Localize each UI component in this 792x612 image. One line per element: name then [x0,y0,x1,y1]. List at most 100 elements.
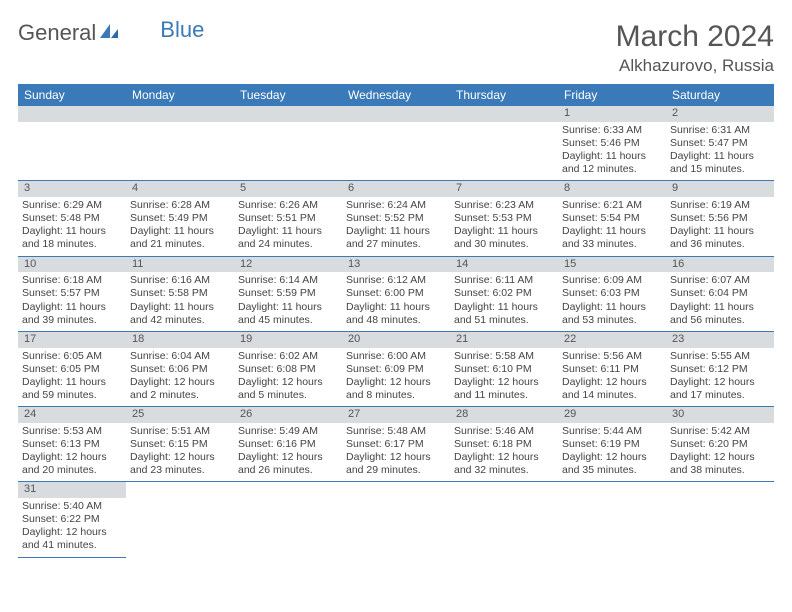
day-number: 10 [18,257,126,273]
day-details: Sunrise: 6:04 AMSunset: 6:06 PMDaylight:… [130,350,230,403]
daylight-text-2: and 32 minutes. [454,464,554,477]
day-details: Sunrise: 6:05 AMSunset: 6:05 PMDaylight:… [22,350,122,403]
calendar-week-row: 17Sunrise: 6:05 AMSunset: 6:05 PMDayligh… [18,331,774,406]
sunset-text: Sunset: 6:11 PM [562,363,662,376]
daylight-text-1: Daylight: 12 hours [562,376,662,389]
calendar-empty-cell [450,482,558,557]
day-details: Sunrise: 5:53 AMSunset: 6:13 PMDaylight:… [22,425,122,478]
calendar-week-row: 24Sunrise: 5:53 AMSunset: 6:13 PMDayligh… [18,407,774,482]
sunset-text: Sunset: 6:17 PM [346,438,446,451]
sunset-text: Sunset: 6:03 PM [562,287,662,300]
day-details: Sunrise: 6:24 AMSunset: 5:52 PMDaylight:… [346,199,446,252]
day-number: 26 [234,407,342,423]
sunset-text: Sunset: 6:12 PM [670,363,770,376]
calendar-empty-cell [666,482,774,557]
calendar-day-cell: 11Sunrise: 6:16 AMSunset: 5:58 PMDayligh… [126,256,234,331]
daylight-text-1: Daylight: 12 hours [454,376,554,389]
daylight-text-1: Daylight: 11 hours [562,225,662,238]
calendar-week-row: 10Sunrise: 6:18 AMSunset: 5:57 PMDayligh… [18,256,774,331]
day-number: 27 [342,407,450,423]
sunrise-text: Sunrise: 6:28 AM [130,199,230,212]
daylight-text-1: Daylight: 12 hours [454,451,554,464]
day-details: Sunrise: 6:09 AMSunset: 6:03 PMDaylight:… [562,274,662,327]
calendar-day-cell: 13Sunrise: 6:12 AMSunset: 6:00 PMDayligh… [342,256,450,331]
sunset-text: Sunset: 6:04 PM [670,287,770,300]
day-number: 31 [18,482,126,498]
sunrise-text: Sunrise: 5:55 AM [670,350,770,363]
calendar-day-cell: 19Sunrise: 6:02 AMSunset: 6:08 PMDayligh… [234,331,342,406]
calendar-table: SundayMondayTuesdayWednesdayThursdayFrid… [18,84,774,558]
daylight-text-2: and 11 minutes. [454,389,554,402]
day-number: 14 [450,257,558,273]
day-number: 21 [450,332,558,348]
daylight-text-1: Daylight: 11 hours [238,301,338,314]
day-number: 1 [558,106,666,122]
daylight-text-1: Daylight: 11 hours [670,150,770,163]
day-number: 6 [342,181,450,197]
daylight-text-2: and 38 minutes. [670,464,770,477]
day-number: 11 [126,257,234,273]
daylight-text-2: and 30 minutes. [454,238,554,251]
sunset-text: Sunset: 6:20 PM [670,438,770,451]
calendar-day-cell: 18 Sunrise: 6:04 AMSunset: 6:06 PMDayligh… [126,331,234,406]
day-details: Sunrise: 5:58 AMSunset: 6:10 PMDaylight:… [454,350,554,403]
daylight-text-1: Daylight: 11 hours [670,301,770,314]
calendar-empty-cell [234,482,342,557]
sunrise-text: Sunrise: 6:07 AM [670,274,770,287]
sunrise-text: Sunrise: 6:12 AM [346,274,446,287]
calendar-day-cell: 25Sunrise: 5:51 AMSunset: 6:15 PMDayligh… [126,407,234,482]
day-details: Sunrise: 6:14 AMSunset: 5:59 PMDaylight:… [238,274,338,327]
sunrise-text: Sunrise: 6:04 AM [130,350,230,363]
daylight-text-1: Daylight: 11 hours [22,376,122,389]
calendar-day-cell: 21 Sunrise: 5:58 AMSunset: 6:10 PMDayligh… [450,331,558,406]
sunset-text: Sunset: 6:05 PM [22,363,122,376]
daylight-text-2: and 42 minutes. [130,314,230,327]
calendar-empty-cell [234,106,342,181]
daylight-text-1: Daylight: 12 hours [346,451,446,464]
daylight-text-2: and 53 minutes. [562,314,662,327]
calendar-empty-cell [450,106,558,181]
sunrise-text: Sunrise: 6:02 AM [238,350,338,363]
sunset-text: Sunset: 6:13 PM [22,438,122,451]
calendar-empty-cell [126,482,234,557]
sunset-text: Sunset: 6:06 PM [130,363,230,376]
sunrise-text: Sunrise: 6:09 AM [562,274,662,287]
logo-sail-icon [98,20,120,46]
day-number: 18 [126,332,234,348]
daylight-text-2: and 24 minutes. [238,238,338,251]
sunrise-text: Sunrise: 5:46 AM [454,425,554,438]
daylight-text-1: Daylight: 11 hours [22,225,122,238]
daylight-text-1: Daylight: 11 hours [670,225,770,238]
day-details: Sunrise: 5:44 AMSunset: 6:19 PMDaylight:… [562,425,662,478]
weekday-header: Wednesday [342,84,450,106]
daylight-text-1: Daylight: 11 hours [22,301,122,314]
daylight-text-1: Daylight: 11 hours [130,225,230,238]
daylight-text-2: and 12 minutes. [562,163,662,176]
calendar-day-cell: 30Sunrise: 5:42 AMSunset: 6:20 PMDayligh… [666,407,774,482]
daylight-text-2: and 29 minutes. [346,464,446,477]
sunset-text: Sunset: 6:15 PM [130,438,230,451]
calendar-day-cell: 12Sunrise: 6:14 AMSunset: 5:59 PMDayligh… [234,256,342,331]
day-details: Sunrise: 5:55 AMSunset: 6:12 PMDaylight:… [670,350,770,403]
sunrise-text: Sunrise: 5:48 AM [346,425,446,438]
empty-daynum-strip [18,106,126,122]
day-details: Sunrise: 5:46 AMSunset: 6:18 PMDaylight:… [454,425,554,478]
day-number: 9 [666,181,774,197]
month-title: March 2024 [616,20,774,54]
sunrise-text: Sunrise: 6:00 AM [346,350,446,363]
empty-daynum-strip [342,106,450,122]
day-details: Sunrise: 6:16 AMSunset: 5:58 PMDaylight:… [130,274,230,327]
calendar-day-cell: 28Sunrise: 5:46 AMSunset: 6:18 PMDayligh… [450,407,558,482]
daylight-text-1: Daylight: 11 hours [454,225,554,238]
daylight-text-2: and 5 minutes. [238,389,338,402]
daylight-text-2: and 35 minutes. [562,464,662,477]
calendar-day-cell: 6 Sunrise: 6:24 AMSunset: 5:52 PMDaylight… [342,181,450,256]
weekday-header: Saturday [666,84,774,106]
sunrise-text: Sunrise: 6:29 AM [22,199,122,212]
daylight-text-1: Daylight: 12 hours [22,526,122,539]
day-details: Sunrise: 6:23 AMSunset: 5:53 PMDaylight:… [454,199,554,252]
daylight-text-1: Daylight: 11 hours [562,301,662,314]
calendar-week-row: 31Sunrise: 5:40 AMSunset: 6:22 PMDayligh… [18,482,774,557]
weekday-header: Thursday [450,84,558,106]
title-block: March 2024 Alkhazurovo, Russia [616,20,774,76]
